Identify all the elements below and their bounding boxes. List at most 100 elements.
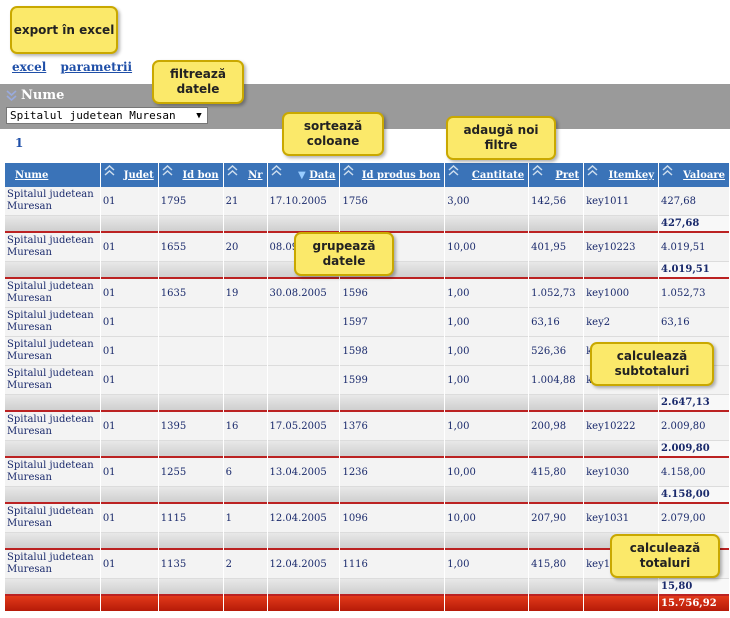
cell-cant: 1,00 (445, 412, 529, 441)
subtotal-value: 2.009,80 (659, 441, 729, 458)
empty-cell (445, 395, 529, 412)
cell-cant: 1,00 (445, 550, 529, 579)
empty-cell (584, 262, 658, 279)
sort-arrows-icon[interactable] (162, 165, 173, 176)
cell-cant: 3,00 (445, 187, 529, 216)
cell-judet: 01 (100, 366, 158, 395)
empty-cell (445, 533, 529, 550)
callout-total: calculează totaluri (610, 534, 720, 578)
column-header-valoare[interactable]: Valoare (659, 163, 729, 187)
table-row: Spitalul judetean Muresan 01 1597 1,00 63,16… (5, 308, 729, 337)
parameters-link[interactable]: parametrii (60, 60, 133, 74)
table-row: Spitalul judetean Muresan 01 1115 1 12.04.20… (5, 504, 729, 533)
empty-cell (445, 596, 529, 611)
sort-arrows-icon[interactable] (227, 165, 238, 176)
empty-cell (223, 441, 267, 458)
cell-judet: 01 (100, 308, 158, 337)
callout-subtotal: calculează subtotaluri (590, 342, 714, 386)
empty-cell (5, 596, 100, 611)
subtotal-value: 2.647,13 (659, 395, 729, 412)
empty-cell (340, 533, 445, 550)
empty-cell (529, 395, 584, 412)
column-header-id-bon[interactable]: Id bon (158, 163, 223, 187)
callout-group-text: grupează datele (312, 239, 376, 268)
sort-arrows-icon[interactable] (587, 165, 598, 176)
empty-cell (5, 262, 100, 279)
empty-cell (100, 216, 158, 233)
column-header-nr[interactable]: Nr (223, 163, 267, 187)
cell-nr: 1 (223, 504, 267, 533)
empty-cell (445, 441, 529, 458)
empty-cell (340, 579, 445, 596)
cell-pret: 142,56 (529, 187, 584, 216)
cell-idprod: 1598 (340, 337, 445, 366)
column-header-id-produs-bon[interactable]: Id produs bon (340, 163, 445, 187)
excel-export-link[interactable]: excel (12, 60, 47, 74)
collapse-arrows-icon[interactable] (6, 90, 17, 101)
page-number[interactable]: 1 (15, 136, 24, 150)
cell-idprod: 1597 (340, 308, 445, 337)
column-header-label: Valoare (683, 169, 725, 181)
subtotal-row: 2.647,13 (5, 395, 729, 412)
sort-arrows-icon[interactable] (532, 165, 543, 176)
cell-itemkey: key1000 (584, 279, 658, 308)
empty-cell (158, 262, 223, 279)
column-header-itemkey[interactable]: Itemkey (584, 163, 658, 187)
cell-pret: 526,36 (529, 337, 584, 366)
empty-cell (100, 441, 158, 458)
cell-nume: Spitalul judetean Muresan (5, 337, 100, 366)
table-row: Spitalul judetean Muresan 01 1255 6 13.04.20… (5, 458, 729, 487)
cell-pret: 207,90 (529, 504, 584, 533)
empty-cell (340, 395, 445, 412)
empty-cell (267, 579, 340, 596)
sort-arrows-icon[interactable] (104, 165, 115, 176)
column-header-judet[interactable]: Judet (100, 163, 158, 187)
column-header-label: Nr (248, 169, 263, 181)
empty-cell (267, 441, 340, 458)
cell-data: 30.08.2005 (267, 279, 340, 308)
cell-itemkey: key1031 (584, 504, 658, 533)
column-header-cantitate[interactable]: Cantitate (445, 163, 529, 187)
empty-cell (267, 216, 340, 233)
cell-nr (223, 308, 267, 337)
cell-nume: Spitalul judetean Muresan (5, 308, 100, 337)
callout-sort: sortează coloane (282, 112, 384, 156)
empty-cell (584, 216, 658, 233)
cell-idprod: 1096 (340, 504, 445, 533)
empty-cell (340, 596, 445, 611)
column-header-label: Id produs bon (361, 169, 441, 181)
cell-judet: 01 (100, 233, 158, 262)
column-header-nume[interactable]: Nume (5, 163, 100, 187)
sort-desc-icon[interactable]: ▼ (298, 169, 310, 181)
cell-cant: 10,00 (445, 233, 529, 262)
dropdown-arrow-icon[interactable]: ▼ (196, 110, 202, 121)
column-header-data[interactable]: ▼ Data (267, 163, 340, 187)
cell-data (267, 366, 340, 395)
sort-arrows-icon[interactable] (448, 165, 459, 176)
subtotal-value: 15,80 (659, 579, 729, 596)
column-header-pret[interactable]: Pret (529, 163, 584, 187)
cell-cant: 10,00 (445, 458, 529, 487)
sort-arrows-icon[interactable] (271, 165, 282, 176)
empty-cell (223, 487, 267, 504)
sort-arrows-icon[interactable] (662, 165, 673, 176)
cell-valoare: 427,68 (659, 187, 729, 216)
cell-valoare: 4.158,00 (659, 458, 729, 487)
empty-cell (158, 533, 223, 550)
group-select[interactable]: Spitalul judetean Muresan ▼ (6, 107, 208, 124)
cell-valoare: 4.019,51 (659, 233, 729, 262)
empty-cell (584, 596, 658, 611)
sort-arrows-icon[interactable] (343, 165, 354, 176)
cell-nume: Spitalul judetean Muresan (5, 458, 100, 487)
empty-cell (529, 216, 584, 233)
empty-cell (529, 487, 584, 504)
empty-cell (340, 441, 445, 458)
callout-filter: filtrează datele (152, 60, 244, 104)
cell-idbon: 1115 (158, 504, 223, 533)
empty-cell (584, 487, 658, 504)
cell-pret: 415,80 (529, 458, 584, 487)
cell-nr (223, 366, 267, 395)
table-row: Spitalul judetean Muresan 01 1635 19 30.08.2… (5, 279, 729, 308)
empty-cell (267, 487, 340, 504)
empty-cell (5, 579, 100, 596)
